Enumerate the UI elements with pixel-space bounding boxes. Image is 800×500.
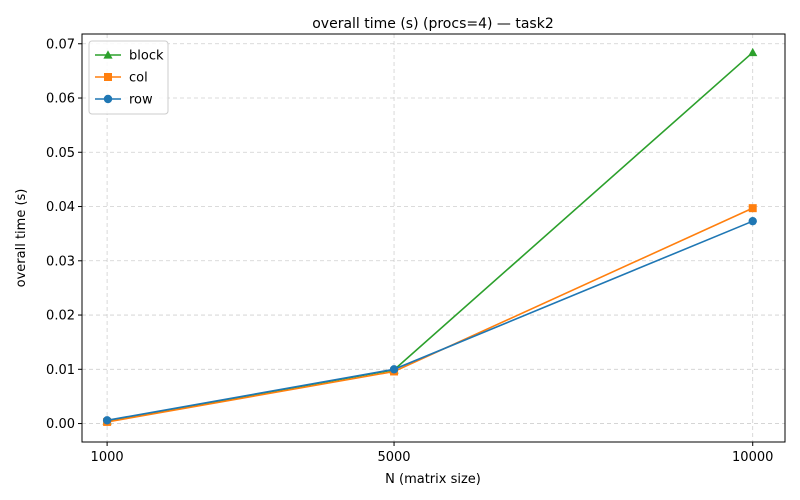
y-tick-label: 0.04 bbox=[46, 200, 75, 215]
data-point-row bbox=[748, 216, 757, 226]
legend-marker-col bbox=[104, 73, 112, 81]
y-tick-label: 0.03 bbox=[46, 254, 75, 269]
y-tick-label: 0.00 bbox=[46, 417, 75, 432]
series-line-block bbox=[106, 51, 754, 422]
data-point-col bbox=[748, 204, 757, 213]
legend-label-col: col bbox=[129, 71, 148, 86]
y-tick-label: 0.07 bbox=[46, 37, 75, 52]
series-layer bbox=[102, 47, 758, 426]
x-tick-label: 5000 bbox=[377, 450, 410, 465]
x-axis-ticks: 1000 5000 10000 bbox=[91, 442, 773, 465]
legend-marker-row bbox=[103, 94, 113, 104]
y-tick-label: 0.02 bbox=[46, 309, 75, 324]
x-tick-label: 10000 bbox=[732, 450, 773, 465]
y-axis-label: overall time (s) bbox=[14, 189, 29, 288]
y-tick-label: 0.06 bbox=[46, 92, 75, 107]
data-point-block bbox=[748, 47, 758, 57]
y-tick-label: 0.05 bbox=[46, 146, 75, 161]
series-row bbox=[102, 216, 757, 425]
data-point-row bbox=[389, 365, 399, 374]
y-axis-ticks: 0.00 0.01 0.02 0.03 0.04 0.05 0.06 0.07 bbox=[46, 37, 82, 432]
series-line-row bbox=[106, 220, 754, 422]
chart-title: overall time (s) (procs=4) — task2 bbox=[312, 16, 554, 32]
legend: block col row bbox=[88, 40, 169, 115]
x-tick-label: 1000 bbox=[91, 450, 124, 465]
plot-frame bbox=[81, 33, 786, 443]
grid bbox=[82, 34, 785, 442]
legend-label-row: row bbox=[129, 93, 153, 108]
legend-marker-block bbox=[103, 50, 113, 59]
legend-label-block: block bbox=[129, 49, 164, 64]
data-point-row bbox=[102, 416, 112, 425]
x-axis-label: N (matrix size) bbox=[385, 472, 481, 487]
series-block bbox=[102, 47, 758, 425]
y-tick-label: 0.01 bbox=[46, 363, 75, 378]
